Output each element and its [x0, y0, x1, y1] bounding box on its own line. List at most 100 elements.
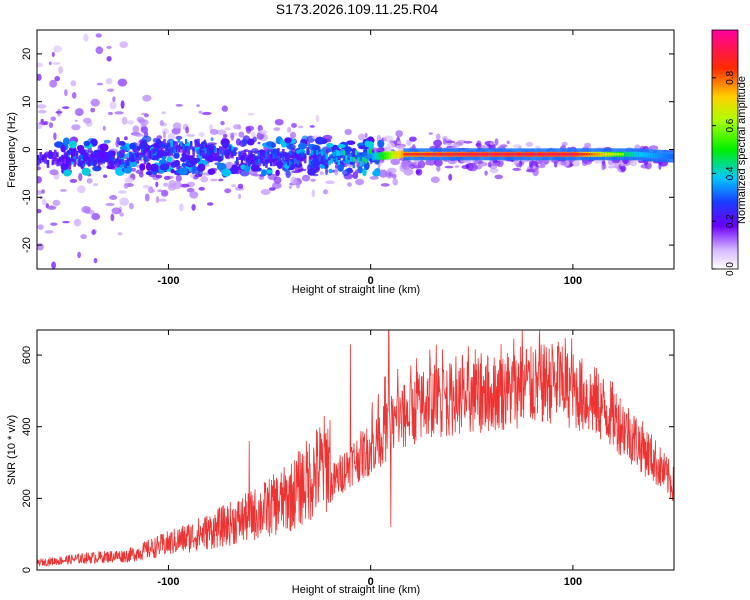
ridge-peak — [481, 153, 484, 156]
spectrogram-blob — [106, 56, 112, 62]
spectrogram-blob — [630, 159, 637, 167]
ridge-core — [367, 148, 370, 154]
spectrogram-blob — [159, 163, 170, 171]
spectrogram-blob — [207, 142, 218, 146]
spectrogram-blob — [180, 156, 187, 163]
spectrogram-blob — [250, 164, 260, 172]
y-tick-label: 600 — [21, 346, 33, 364]
ridge-halo — [277, 148, 280, 156]
ridge-core — [384, 153, 387, 159]
spectrogram-blob — [62, 220, 70, 224]
ridge-core — [216, 148, 219, 153]
ridge-core — [58, 156, 61, 162]
ridge-halo — [221, 146, 224, 155]
spectrogram-blob — [172, 122, 182, 130]
colorbar-title: Normalized spectral amplitude — [736, 76, 748, 224]
spectrogram-blob — [390, 158, 401, 166]
ridge-core — [291, 160, 294, 166]
snr-panel: -100 0 100 0 200 400 600 Height of straight l… — [6, 329, 675, 596]
spectrogram-blob — [512, 167, 522, 171]
ridge-halo — [274, 157, 278, 166]
ridge-peak — [459, 153, 462, 156]
ridge-core — [376, 153, 379, 159]
ridge-core — [641, 152, 644, 158]
spectrogram-blob — [247, 112, 255, 116]
y-tick-label: -20 — [21, 237, 33, 253]
ridge-core — [170, 149, 173, 155]
ridge-peak — [517, 153, 520, 156]
ridge-core — [386, 152, 389, 158]
ridge-core — [83, 158, 86, 164]
ridge-peak — [456, 153, 459, 156]
spectrogram-blob — [430, 176, 440, 183]
ridge-peak — [573, 153, 576, 156]
spectrogram-blob — [259, 129, 268, 135]
ridge-core — [56, 152, 59, 158]
spectrogram-blob — [50, 116, 56, 122]
spectrogram-blob — [167, 132, 176, 141]
spectrogram-blob — [91, 213, 101, 221]
ridge-halo — [359, 154, 363, 163]
spectrogram-blob — [273, 127, 281, 131]
ridge-peak — [490, 153, 493, 156]
spectrogram-blob — [71, 92, 77, 99]
ridge-core — [204, 148, 207, 154]
ridge-core — [138, 154, 142, 160]
spectrogram-blob — [41, 198, 47, 206]
ridge-core — [199, 150, 202, 156]
spectrogram-blob — [506, 140, 510, 144]
ridge-peak — [418, 153, 421, 156]
snr-x-axis-title: Height of straight line (km) — [292, 584, 420, 596]
ridge-halo — [56, 158, 59, 167]
ridge-peak — [410, 153, 413, 156]
ridge-peak — [498, 153, 501, 156]
spectrogram-blob — [198, 132, 205, 137]
spectrogram-blob — [372, 147, 377, 151]
ridge-peak — [439, 153, 442, 156]
spectrogram-blob — [103, 276, 111, 284]
spectrogram-blob — [52, 199, 61, 206]
spectrogram-blob — [180, 183, 190, 188]
ridge-halo — [73, 158, 76, 167]
spectrogram-blob — [129, 202, 134, 210]
ridge-core — [650, 152, 654, 158]
ridge-halo — [320, 155, 324, 164]
ridge-peak — [536, 153, 540, 156]
ridge-halo — [185, 145, 188, 154]
spectrogram-blob — [139, 141, 149, 151]
ridge-core — [182, 145, 185, 151]
ridge-core — [369, 148, 372, 154]
ridge-core — [121, 159, 125, 165]
ridge-core — [660, 153, 663, 159]
spectrogram-blob — [425, 160, 430, 166]
ridge-core — [272, 154, 275, 159]
ridge-core — [49, 153, 52, 159]
ridge-core — [371, 154, 375, 160]
spectrogram-blob — [123, 182, 129, 189]
ridge-halo — [284, 153, 288, 162]
y-tick-label: 200 — [21, 489, 33, 507]
ridge-core — [333, 151, 336, 157]
spectrogram-blob — [105, 202, 115, 207]
ridge-peak — [420, 153, 423, 156]
ridge-halo — [313, 153, 317, 162]
spectrogram-blob — [144, 113, 149, 118]
spectrogram-blob — [364, 132, 368, 139]
ridge-peak — [604, 153, 607, 156]
spectrogram-x-ticks: -100 0 100 — [157, 30, 582, 287]
ridge-core — [248, 161, 251, 167]
ridge-peak — [461, 153, 464, 156]
ridge-core — [119, 159, 122, 165]
spectrogram-blob — [325, 167, 329, 176]
spectrogram-blob — [257, 141, 261, 145]
spectrogram-blob — [372, 170, 381, 177]
colorbar-tick-label: 0.0 — [725, 262, 736, 276]
ridge-peak — [493, 153, 496, 156]
spectrogram-blob — [63, 169, 72, 177]
spectrogram-blob — [179, 203, 184, 212]
ridge-peak — [471, 153, 474, 156]
ridge-peak — [515, 153, 518, 156]
spectrogram-blob — [494, 174, 504, 180]
spectrogram-blob — [301, 174, 311, 182]
